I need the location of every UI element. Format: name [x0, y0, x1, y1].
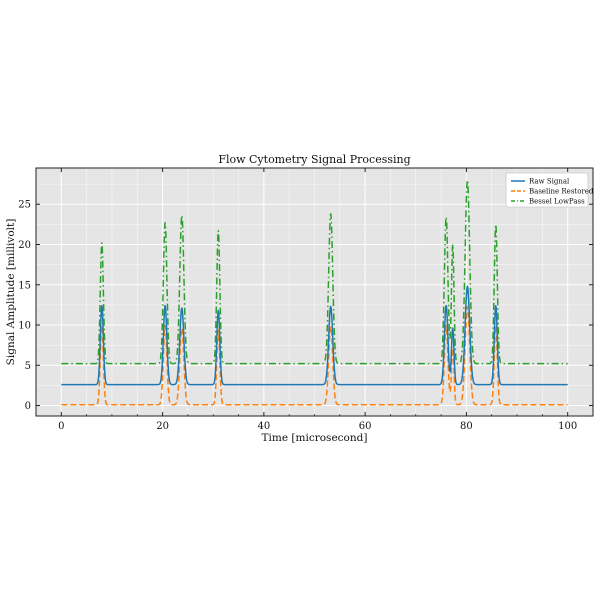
- y-tick-label: 20: [18, 240, 31, 251]
- legend-label-1: Baseline Restored: [529, 188, 594, 196]
- legend-label-0: Raw Signal: [529, 178, 570, 186]
- grid-lines: [36, 168, 593, 416]
- series-line-2: [60, 179, 569, 365]
- x-tick-label: 0: [58, 421, 64, 432]
- x-tick-label: 40: [257, 421, 270, 432]
- x-tick-label: 20: [156, 421, 169, 432]
- y-axis-label: Signal Amplitude [millivolt]: [5, 219, 17, 366]
- x-tick-label: 80: [460, 421, 473, 432]
- y-tick-label: 15: [18, 280, 31, 291]
- y-tick-label: 10: [18, 321, 31, 332]
- series-line-1: [60, 305, 569, 406]
- x-axis-label: Time [microsecond]: [262, 432, 368, 444]
- legend-box: [505, 172, 589, 208]
- y-tick-label: 5: [25, 361, 31, 372]
- axis-ticks: 0 20 40 60 80 100 0 5 10 15 20 25: [18, 168, 593, 432]
- series-layer: [60, 179, 569, 406]
- y-tick-label: 0: [25, 401, 31, 412]
- chart-title: Flow Cytometry Signal Processing: [218, 153, 410, 166]
- legend-label-2: Bessel LowPass: [529, 198, 585, 206]
- y-tick-label: 25: [18, 200, 31, 211]
- x-tick-label: 60: [359, 421, 372, 432]
- series-line-0: [60, 285, 569, 386]
- x-tick-label: 100: [558, 421, 577, 432]
- legend: Raw Signal Baseline Restored Bessel LowPas…: [505, 172, 594, 208]
